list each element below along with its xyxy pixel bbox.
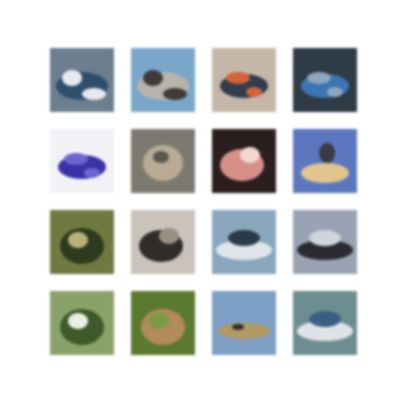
frog-blob bbox=[68, 313, 88, 329]
cat-blob bbox=[153, 151, 169, 163]
image-tile bbox=[212, 291, 276, 355]
image-tile bbox=[131, 291, 195, 355]
cat-blob bbox=[143, 145, 183, 181]
car-blob bbox=[64, 153, 88, 165]
image-tile bbox=[293, 48, 357, 112]
bird-blob bbox=[301, 163, 349, 183]
image-grid bbox=[50, 48, 360, 358]
car-blob bbox=[84, 168, 100, 178]
car-blob bbox=[327, 87, 343, 97]
frog-blob bbox=[149, 313, 169, 329]
image-tile bbox=[131, 48, 195, 112]
ship-blob bbox=[309, 311, 341, 327]
image-tile bbox=[293, 210, 357, 274]
dog-blob bbox=[240, 147, 260, 163]
car-blob bbox=[307, 72, 331, 84]
image-tile bbox=[293, 291, 357, 355]
image-tile bbox=[212, 129, 276, 193]
ship-blob bbox=[228, 230, 260, 246]
truck-blob bbox=[62, 70, 82, 86]
frog-blob bbox=[68, 232, 88, 248]
image-tile bbox=[50, 48, 114, 112]
airplane-blob bbox=[232, 324, 244, 330]
image-tile bbox=[212, 210, 276, 274]
image-tile bbox=[293, 129, 357, 193]
image-tile bbox=[212, 48, 276, 112]
ship-blob bbox=[309, 230, 341, 246]
dog-blob bbox=[159, 228, 179, 244]
truck-blob bbox=[163, 88, 187, 100]
ship-blob bbox=[297, 240, 353, 260]
truck-blob bbox=[82, 88, 106, 100]
airplane-blob bbox=[218, 323, 270, 339]
image-tile bbox=[131, 129, 195, 193]
ship-blob bbox=[297, 321, 353, 341]
car-blob bbox=[226, 72, 250, 84]
car-blob bbox=[246, 87, 262, 97]
image-tile bbox=[50, 291, 114, 355]
image-tile bbox=[50, 129, 114, 193]
image-tile bbox=[131, 210, 195, 274]
ship-blob bbox=[216, 240, 272, 260]
truck-blob bbox=[143, 70, 163, 86]
bird-blob bbox=[319, 143, 335, 163]
image-tile bbox=[50, 210, 114, 274]
